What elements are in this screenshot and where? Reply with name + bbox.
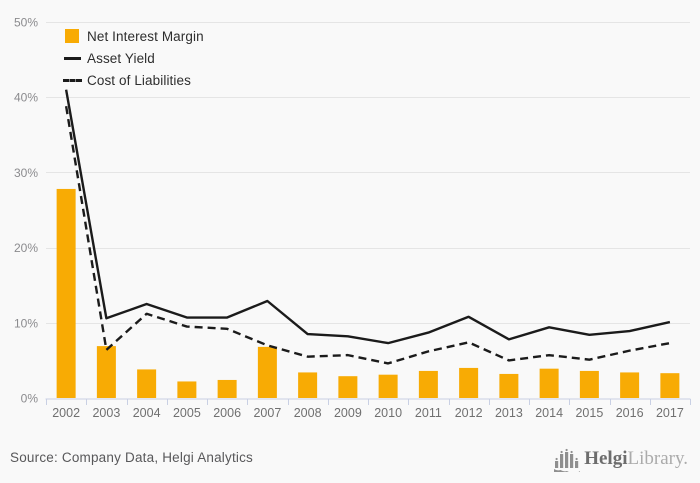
svg-text:50%: 50% <box>14 16 38 30</box>
legend-label: Net Interest Margin <box>87 28 204 44</box>
legend-item-asset-yield: Asset Yield <box>62 47 204 69</box>
combo-chart: 0% 10% 20% 30% 40% 50% 2002 2003 2004 2005 2006 200… <box>14 16 692 420</box>
svg-text:2015: 2015 <box>575 406 603 420</box>
dashed-line-swatch-icon <box>62 78 82 82</box>
svg-text:0%: 0% <box>21 392 39 406</box>
svg-text:2017: 2017 <box>656 406 684 420</box>
svg-text:2004: 2004 <box>133 406 161 420</box>
svg-text:2012: 2012 <box>455 406 483 420</box>
svg-text:2005: 2005 <box>173 406 201 420</box>
legend-item-net-interest-margin: Net Interest Margin <box>62 25 204 47</box>
svg-text:2010: 2010 <box>374 406 402 420</box>
svg-text:30%: 30% <box>14 166 38 180</box>
svg-text:20%: 20% <box>14 241 38 255</box>
chart-legend: Net Interest Margin Asset Yield Cost of … <box>62 25 204 91</box>
svg-text:2016: 2016 <box>616 406 644 420</box>
svg-text:2011: 2011 <box>415 406 442 420</box>
logo-text: HelgiLibrary. <box>584 448 688 469</box>
svg-text:2003: 2003 <box>92 406 120 420</box>
helgi-library-logo: HelgiLibrary. <box>554 446 688 472</box>
svg-text:2006: 2006 <box>213 406 241 420</box>
source-note: Source: Company Data, Helgi Analytics <box>10 450 254 465</box>
svg-text:2009: 2009 <box>334 406 362 420</box>
legend-label: Asset Yield <box>87 50 155 66</box>
castle-icon <box>554 448 581 472</box>
svg-text:2002: 2002 <box>52 406 80 420</box>
legend-label: Cost of Liabilities <box>87 72 191 88</box>
bar-swatch-icon <box>65 29 79 43</box>
svg-text:2013: 2013 <box>495 406 523 420</box>
svg-text:40%: 40% <box>14 91 38 105</box>
svg-text:10%: 10% <box>14 316 38 330</box>
svg-text:2008: 2008 <box>294 406 322 420</box>
svg-text:2007: 2007 <box>253 406 281 420</box>
solid-line-swatch-icon <box>63 56 81 60</box>
legend-item-cost-of-liabilities: Cost of Liabilities <box>62 69 204 91</box>
svg-text:2014: 2014 <box>535 406 563 420</box>
